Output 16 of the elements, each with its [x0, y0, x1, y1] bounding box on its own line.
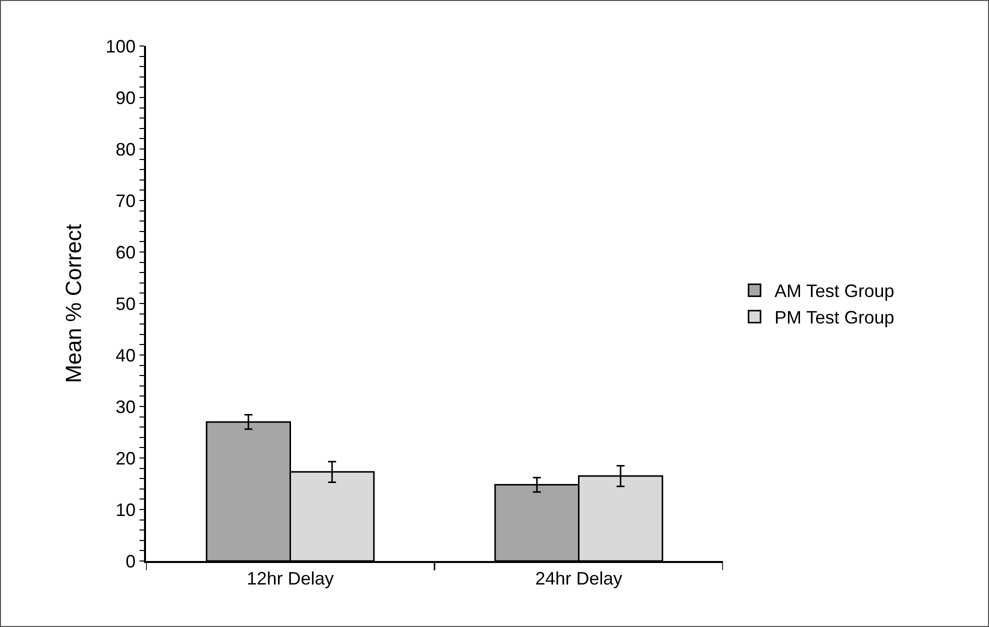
y-tick-label: 60	[116, 242, 136, 262]
x-tick-label: 12hr Delay	[246, 568, 334, 588]
y-tick-label: 70	[116, 190, 136, 211]
legend-label: PM Test Group	[774, 308, 894, 328]
y-tick-label: 80	[116, 139, 136, 160]
y-tick-label: 100	[106, 36, 136, 56]
y-tick-label: 40	[116, 345, 136, 366]
y-tick-label: 90	[116, 88, 136, 108]
x-tick-label: 24hr Delay	[535, 568, 622, 588]
y-tick-label: 0	[126, 551, 136, 572]
y-tick-label: 10	[116, 500, 136, 520]
y-tick-label: 20	[116, 448, 136, 468]
legend-label: AM Test Group	[774, 281, 894, 302]
y-tick-label: 50	[116, 294, 136, 314]
y-axis-title: Mean % Correct	[60, 224, 86, 383]
y-tick-label: 30	[116, 396, 136, 417]
